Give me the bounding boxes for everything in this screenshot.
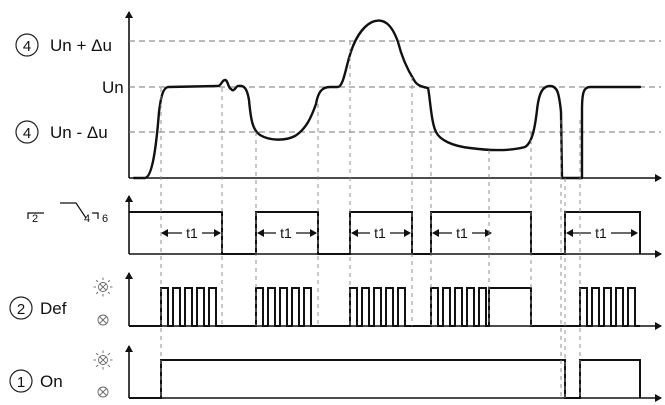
t1-interval-5: t1 (566, 225, 638, 241)
on-panel: 1 On (9, 345, 662, 402)
t1-label-1: t1 (186, 225, 198, 241)
lower-marker-circle (15, 120, 39, 144)
led-lit-icon (93, 350, 113, 370)
t1-interval-2: t1 (257, 225, 317, 241)
t1-label-4: t1 (456, 225, 468, 241)
relay-contact-symbol: 2 4 6 (27, 202, 108, 225)
contact-6: 6 (102, 213, 108, 225)
t1-label-5: t1 (595, 225, 607, 241)
voltage-panel: 4 Un + Δu Un 4 Un - Δu (15, 11, 662, 182)
lower-threshold-label: Un - Δu (50, 123, 108, 142)
def-marker: 2 (17, 301, 25, 318)
def-marker-circle (9, 296, 33, 320)
def-waveform (129, 287, 640, 327)
t1-interval-4: t1 (432, 225, 492, 241)
lower-marker: 4 (23, 125, 31, 142)
t1-interval-3: t1 (351, 225, 411, 241)
on-label: On (40, 372, 63, 391)
def-panel: 2 Def (9, 272, 662, 330)
led-off-icon (97, 386, 109, 398)
event-guides (160, 41, 581, 398)
on-marker-circle (9, 369, 33, 393)
t1-interval-1: t1 (161, 225, 221, 241)
t1-label-3: t1 (374, 225, 386, 241)
on-marker: 1 (17, 374, 25, 391)
on-waveform (129, 359, 641, 399)
voltage-waveform (132, 19, 642, 180)
relay-panel: 2 4 6 t1 t1 t1 t1 t1 (27, 195, 662, 258)
contact-4: 4 (84, 213, 90, 225)
upper-threshold-label: Un + Δu (50, 36, 112, 55)
t1-label-2: t1 (280, 225, 292, 241)
def-label: Def (40, 299, 67, 318)
led-lit-icon (93, 277, 113, 297)
upper-marker-circle (15, 33, 39, 57)
nominal-label: Un (102, 78, 124, 97)
upper-marker: 4 (23, 38, 31, 55)
contact-2: 2 (32, 213, 38, 225)
led-off-icon (97, 314, 109, 326)
